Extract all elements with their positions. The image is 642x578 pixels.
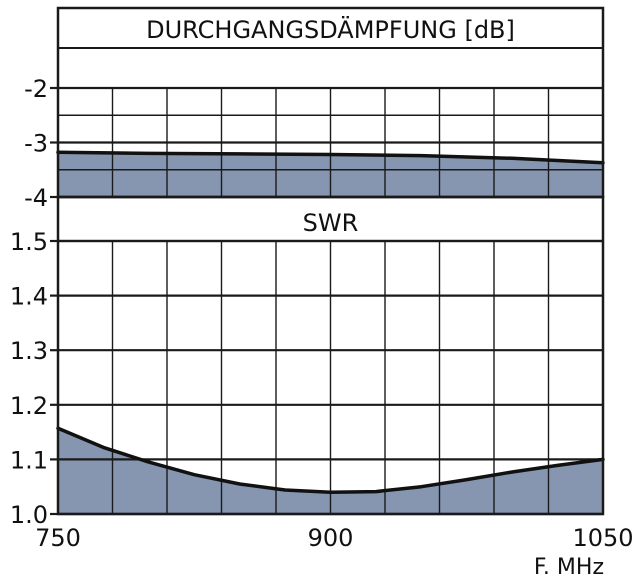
attenuation-title: DURCHGANGSDÄMPFUNG [dB]: [146, 15, 515, 44]
frames: [50, 6, 605, 516]
swr-frame: [56, 195, 605, 516]
swr-ytick-label: 1.3: [10, 337, 48, 365]
x-tick-label: 1050: [572, 524, 633, 552]
x-tick-label: 750: [35, 524, 81, 552]
swr-ytick-label: 1.2: [10, 392, 48, 420]
attenuation-ytick-label: -4: [24, 184, 48, 212]
swr-area-fill: [58, 428, 603, 514]
swr-ytick-label: 1.0: [10, 501, 48, 529]
x-axis-unit-label: F. MHz: [534, 555, 604, 578]
attenuation-ytick-label: -3: [24, 130, 48, 158]
attenuation-curve: [56, 150, 605, 165]
labels: DURCHGANGSDÄMPFUNG [dB] -2 -3 -4 SWR 1.5 1.4 1.…: [10, 15, 634, 578]
swr-ytick-label: 1.4: [10, 283, 48, 311]
swr-ytick-label: 1.5: [10, 228, 48, 256]
curves: [56, 150, 605, 494]
swr-curve: [56, 426, 605, 494]
attenuation-ytick-label: -2: [24, 75, 48, 103]
swr-ytick-label: 1.1: [10, 446, 48, 474]
swr-title: SWR: [303, 209, 359, 237]
x-tick-label: 900: [308, 524, 354, 552]
